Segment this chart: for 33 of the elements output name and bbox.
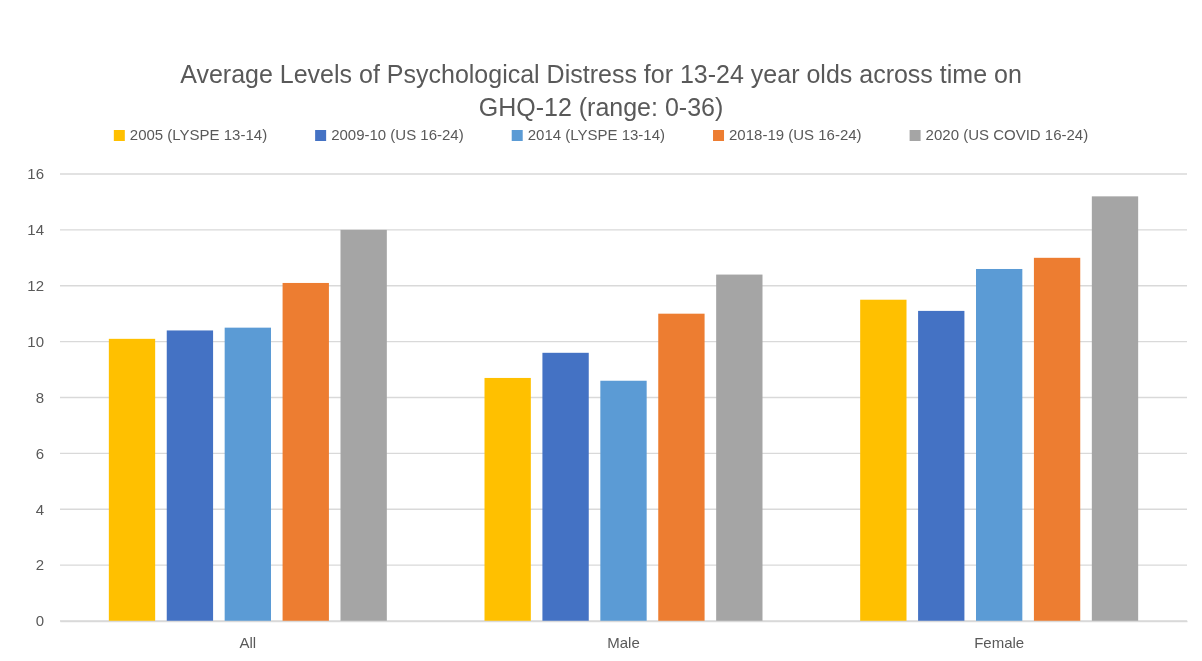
bar [484, 377, 531, 621]
y-tick-label: 16 [27, 165, 44, 183]
legend-label: 2014 (LYSPE 13-14) [527, 126, 666, 143]
y-tick-label: 12 [27, 277, 44, 295]
bar [1091, 196, 1139, 621]
legend-label: 2009-10 (US 16-24) [331, 126, 464, 143]
y-tick-label: 10 [27, 332, 44, 350]
y-tick-label: 0 [35, 612, 44, 630]
x-tick-label: All [239, 633, 257, 651]
y-tick-label: 6 [35, 444, 44, 462]
x-tick-label: Male [607, 633, 640, 651]
bar [224, 327, 271, 621]
bar [282, 282, 329, 621]
bar [542, 352, 589, 621]
bar [108, 338, 156, 621]
y-tick-label: 2 [35, 556, 44, 574]
legend-label: 2020 (US COVID 16-24) [925, 126, 1089, 143]
bar [600, 380, 647, 621]
legend-label: 2018-19 (US 16-24) [729, 126, 862, 143]
x-tick-label: Female [974, 633, 1025, 651]
legend-label: 2005 (LYSPE 13-14) [129, 126, 268, 143]
y-tick-label: 8 [35, 388, 44, 406]
bar [340, 229, 387, 621]
y-tick-label: 4 [35, 500, 44, 518]
bar [1033, 257, 1081, 621]
y-tick-label: 14 [27, 221, 44, 239]
chart-title: Average Levels of Psychological Distress for 13-24 year olds across time on GHQ-12 (range: 0-36) [180, 60, 1022, 121]
bar [716, 274, 763, 621]
bar [976, 268, 1023, 621]
bar [658, 313, 705, 621]
bar [166, 330, 214, 621]
bar [918, 310, 965, 621]
bar [860, 299, 907, 621]
